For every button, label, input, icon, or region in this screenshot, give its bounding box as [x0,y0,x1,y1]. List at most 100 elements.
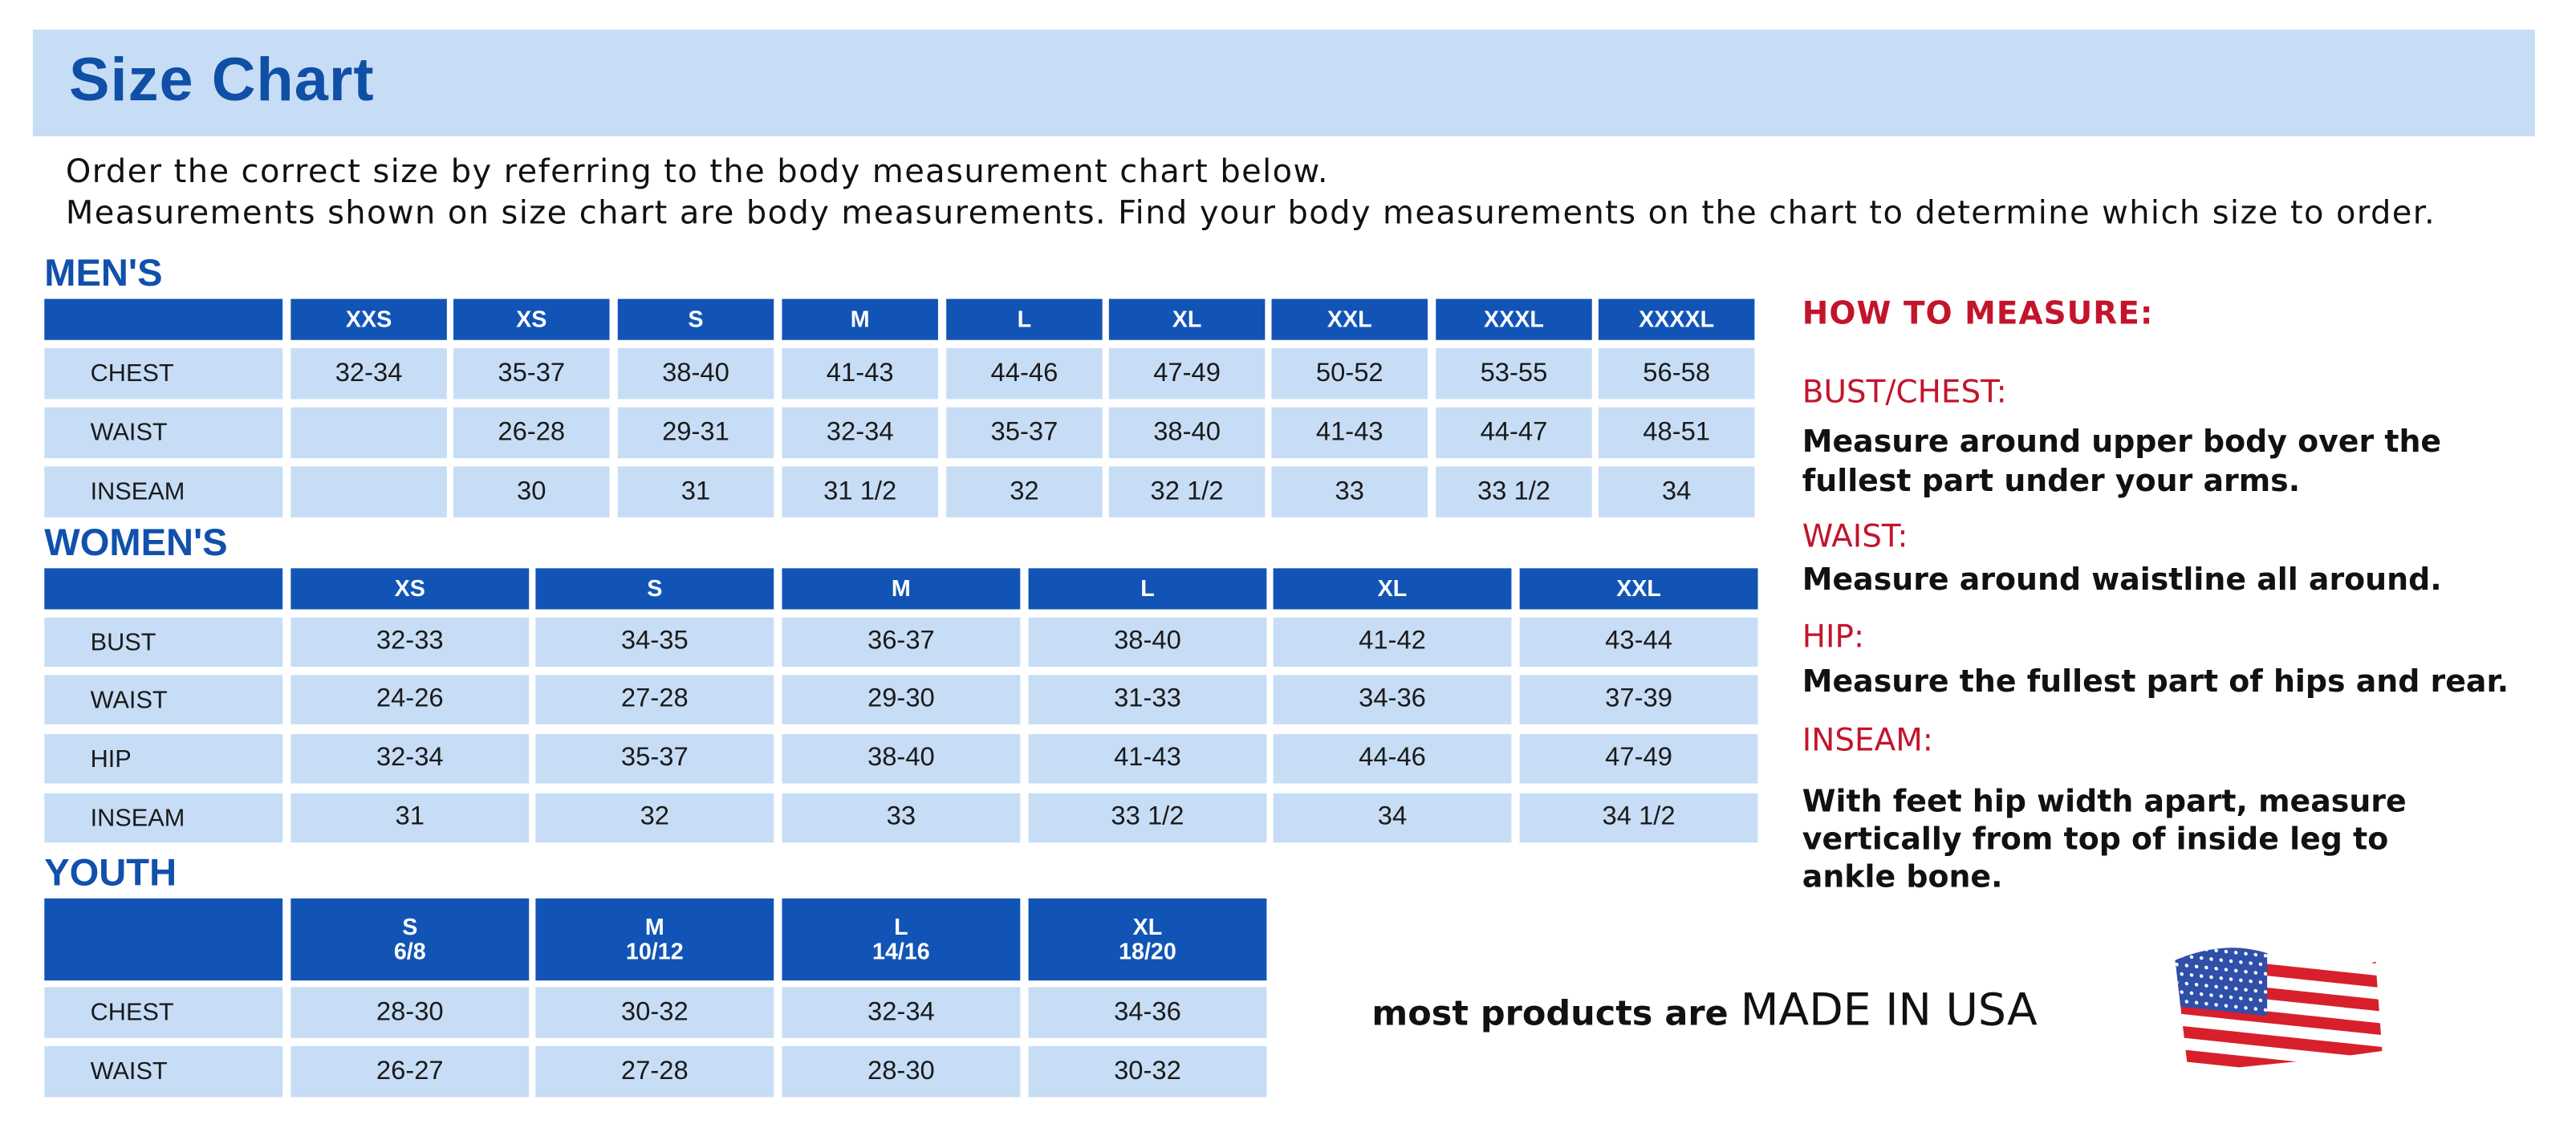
mens-size-header: XL [1109,299,1265,340]
youth-section-label: YOUTH [44,850,177,895]
desc-line: With feet hip width apart, measure [1802,784,2407,822]
womens-cell: 34-36 [1274,675,1512,724]
flag-stripe [2165,1060,2388,1090]
youth-cell: 27-28 [535,1046,774,1097]
womens-size-header: XS [291,568,529,609]
womens-cell: 29-30 [782,675,1020,724]
womens-cell: 43-44 [1520,618,1758,667]
womens-cell: 32 [535,793,774,842]
flag-stripe [2165,1072,2388,1091]
desc-bust-chest: Measure around upper body over the fulle… [1802,424,2441,502]
mens-cell: 47-49 [1109,348,1265,399]
us-flag-icon [2165,943,2388,1090]
womens-row-label: WAIST [44,675,282,724]
womens-cell: 31 [291,793,529,842]
mens-cell: 41-43 [782,348,937,399]
made-in-usa-prefix: most products are [1371,994,1740,1033]
mens-cell: 34 [1599,466,1754,517]
womens-size-header: S [535,568,774,609]
womens-cell: 34 [1274,793,1512,842]
mens-cell: 26-28 [453,408,609,458]
intro-line-1: Order the correct size by referring to t… [66,152,1329,190]
title-banner: Size Chart [33,30,2535,136]
mens-cell: 32 1/2 [1109,466,1265,517]
mens-header-corner [44,299,282,340]
mens-cell: 38-40 [1109,408,1265,458]
womens-cell: 24-26 [291,675,529,724]
mens-cell: 33 [1272,466,1428,517]
womens-cell: 32-33 [291,618,529,667]
youth-cell: 32-34 [782,987,1020,1037]
flag-star [2175,999,2179,1003]
womens-cell: 41-43 [1029,734,1267,783]
mens-size-header: XXXL [1436,299,1591,340]
womens-cell: 38-40 [782,734,1020,783]
mens-row-label: CHEST [44,348,282,399]
mens-cell [291,466,446,517]
desc-line: fullest part under your arms. [1802,463,2441,502]
mens-cell [291,408,446,458]
mens-cell: 44-46 [946,348,1102,399]
mens-cell: 31 1/2 [782,466,937,517]
womens-cell: 34-35 [535,618,774,667]
mens-size-header: XXL [1272,299,1428,340]
mens-cell: 41-43 [1272,408,1428,458]
womens-cell: 41-42 [1274,618,1512,667]
made-in-usa-emphasis: MADE IN USA [1741,985,2038,1036]
desc-line: Measure the fullest part of hips and rea… [1802,663,2509,703]
womens-cell: 37-39 [1520,675,1758,724]
mens-row-label: WAIST [44,408,282,458]
womens-cell: 32-34 [291,734,529,783]
flag-star [2220,943,2224,944]
mens-size-header: XXXXL [1599,299,1754,340]
youth-size-header: XL 18/20 [1029,899,1267,980]
womens-cell: 35-37 [535,734,774,783]
intro-line-2: Measurements shown on size chart are bod… [66,194,2436,232]
womens-cell: 36-37 [782,618,1020,667]
mens-cell: 44-47 [1436,408,1591,458]
womens-cell: 33 1/2 [1029,793,1267,842]
youth-cell: 26-27 [291,1046,529,1097]
mens-cell: 29-31 [618,408,774,458]
womens-row-label: HIP [44,734,282,783]
mens-cell: 35-37 [453,348,609,399]
womens-cell: 44-46 [1274,734,1512,783]
youth-cell: 30-32 [535,987,774,1037]
desc-line: vertically from top of inside leg to [1802,822,2407,859]
youth-row-label: WAIST [44,1046,282,1097]
mens-cell: 33 1/2 [1436,466,1591,517]
youth-size-header: S 6/8 [291,899,529,980]
mens-cell: 32 [946,466,1102,517]
womens-row-label: BUST [44,618,282,667]
term-hip: HIP: [1802,619,1864,655]
flag-star [2249,943,2253,947]
desc-waist: Measure around waistline all around. [1802,562,2442,601]
mens-size-header: XS [453,299,609,340]
womens-cell: 31-33 [1029,675,1267,724]
womens-section-label: WOMEN'S [44,521,227,565]
womens-cell: 34 1/2 [1520,793,1758,842]
mens-size-header: M [782,299,937,340]
womens-cell: 38-40 [1029,618,1267,667]
womens-cell: 33 [782,793,1020,842]
mens-cell: 32-34 [291,348,446,399]
womens-row-label: INSEAM [44,793,282,842]
youth-size-header: M 10/12 [535,899,774,980]
mens-section-label: MEN'S [44,251,162,295]
womens-header-corner [44,568,282,609]
flag-star [2170,971,2174,975]
term-inseam: INSEAM: [1802,723,1933,759]
youth-row-label: CHEST [44,987,282,1037]
womens-cell: 47-49 [1520,734,1758,783]
youth-size-header: L 14/16 [782,899,1020,980]
flag-star [2175,944,2179,948]
mens-cell: 35-37 [946,408,1102,458]
youth-header-corner [44,899,282,980]
womens-size-header: L [1029,568,1267,609]
womens-cell: 27-28 [535,675,774,724]
desc-line: Measure around upper body over the [1802,424,2441,463]
desc-hip: Measure the fullest part of hips and rea… [1802,663,2509,703]
mens-size-header: L [946,299,1102,340]
womens-size-header: XL [1274,568,1512,609]
